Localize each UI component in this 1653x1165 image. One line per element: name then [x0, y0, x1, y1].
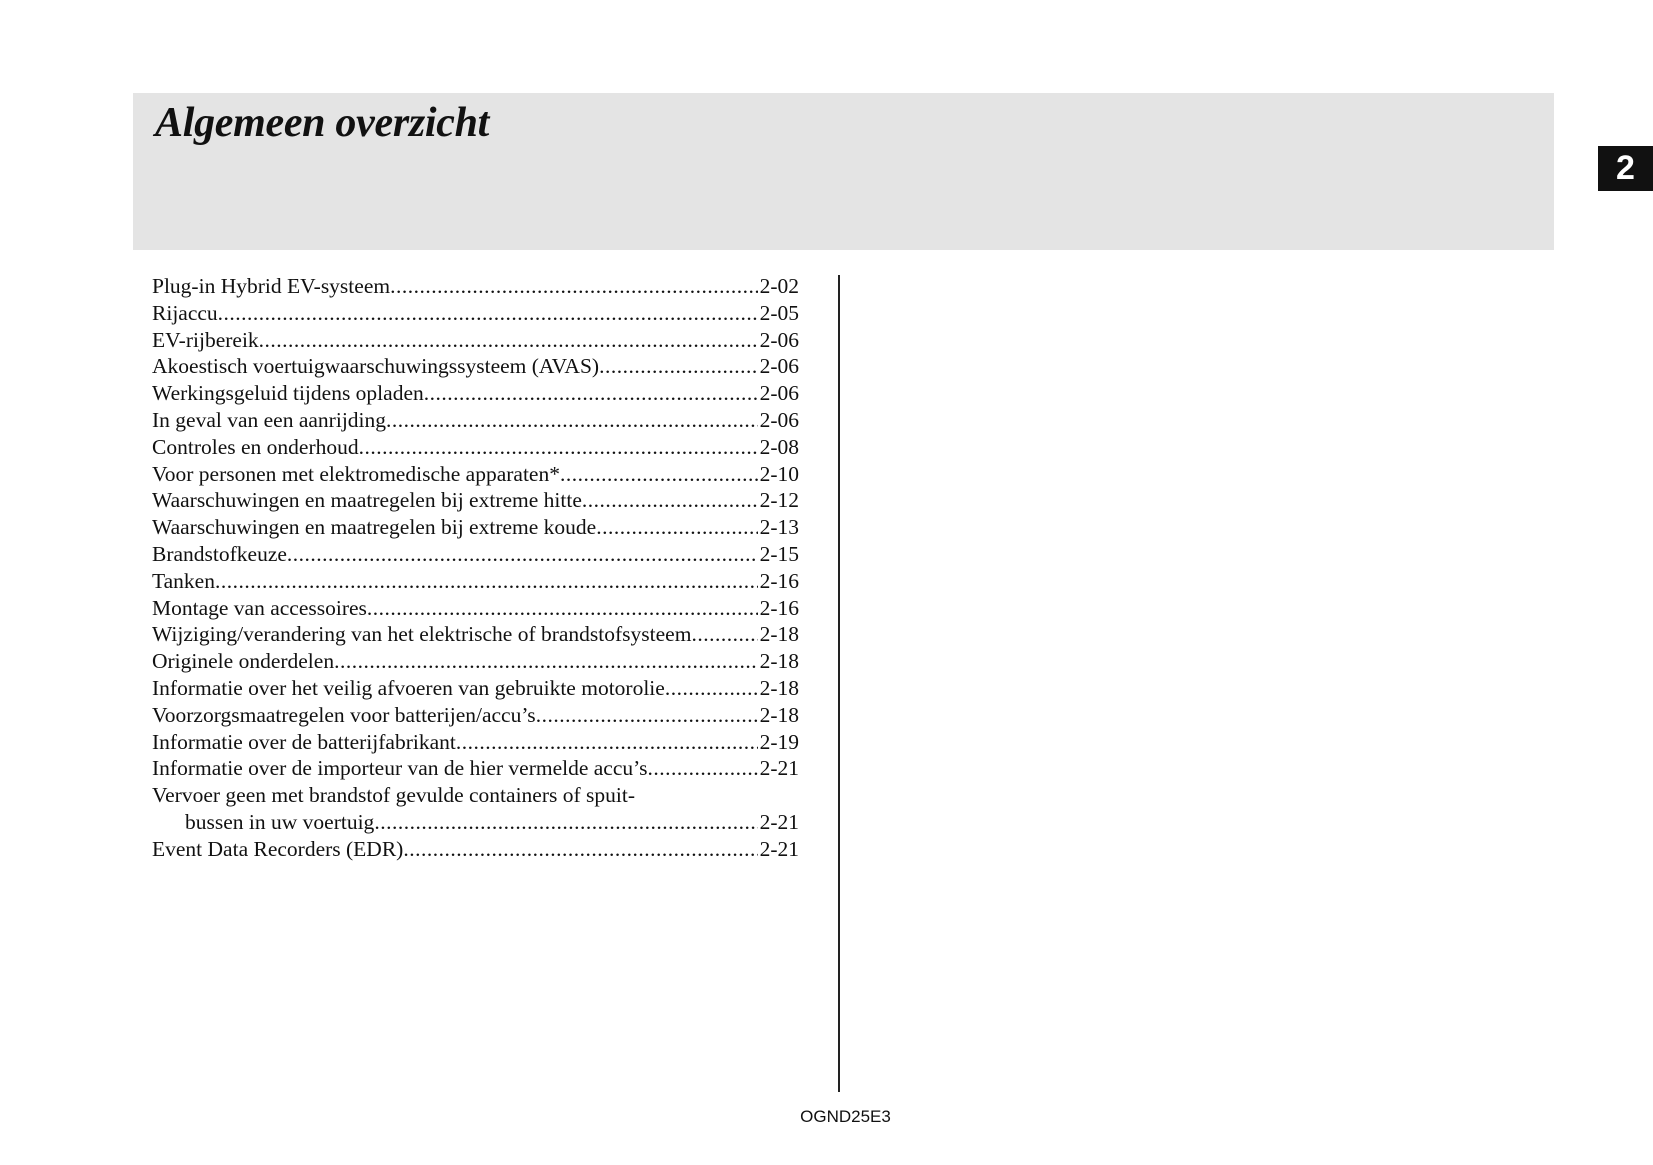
toc-entry[interactable]: Wijziging/verandering van het elektrisch… [152, 621, 799, 648]
dot-leader [259, 327, 758, 354]
toc-entry[interactable]: Waarschuwingen en maatregelen bij extrem… [152, 487, 799, 514]
toc-entry-page: 2-06 [759, 354, 799, 379]
dot-leader [367, 595, 758, 622]
toc-entry[interactable]: Werkingsgeluid tijdens opladen 2-06 [152, 380, 799, 407]
toc-entry[interactable]: Voorzorgsmaatregelen voor batterijen/acc… [152, 702, 799, 729]
toc-entry-title: Plug-in Hybrid EV-systeem [152, 274, 391, 298]
dot-leader [403, 836, 757, 863]
chapter-header-band: Algemeen overzicht [133, 93, 1554, 250]
toc-entry[interactable]: Informatie over de batterijfabrikant 2-19 [152, 729, 799, 756]
dot-leader [424, 380, 758, 407]
toc-entry-title: bussen in uw voertuig [185, 809, 375, 834]
toc-entry-title: Voorzorgsmaatregelen voor batterijen/acc… [152, 702, 536, 727]
toc-entry-page: 2-21 [759, 756, 799, 781]
toc-entry-title: Rijaccu [152, 300, 218, 325]
toc-entry-title: Informatie over het veilig afvoeren van … [152, 675, 665, 700]
toc-entry[interactable]: Informatie over de importeur van de hier… [152, 755, 799, 782]
toc-entry-title: Originele onderdelen [152, 649, 335, 674]
toc-entry-page: 2-18 [759, 702, 799, 727]
toc-entry-page: 2-10 [759, 461, 799, 486]
toc-entry-title: Tanken [152, 568, 215, 593]
dot-leader [386, 407, 758, 434]
toc-entry[interactable]: Voor personen met elektromedische appara… [152, 461, 799, 488]
toc-entry[interactable]: Originele onderdelen 2-18 [152, 648, 799, 675]
toc-entry-page: 2-16 [759, 568, 799, 593]
dot-leader [218, 300, 758, 327]
footer-code: OGND25E3 [800, 1107, 891, 1126]
toc-entry[interactable]: EV-rijbereik 2-06 [152, 327, 799, 354]
toc-entry[interactable]: Tanken 2-16 [152, 568, 799, 595]
toc-entry[interactable]: Informatie over het veilig afvoeren van … [152, 675, 799, 702]
toc-entry-page: 2-08 [759, 434, 799, 459]
toc-entry-page: 2-05 [759, 300, 799, 325]
toc-entry-page: 2-15 [759, 541, 799, 566]
toc-entry-title: Akoestisch voertuigwaarschuwingssysteem … [152, 354, 600, 379]
toc-entry-title: Event Data Recorders (EDR) [152, 836, 404, 861]
toc-entry-title: EV-rijbereik [152, 327, 259, 352]
toc-entry-page: 2-21 [759, 836, 799, 861]
toc-entry[interactable]: bussen in uw voertuig 2-21 [152, 809, 799, 836]
toc-entry-page: 2-02 [759, 274, 799, 298]
toc-entry-page: 2-18 [759, 622, 799, 647]
toc-entry[interactable]: Brandstofkeuze 2-15 [152, 541, 799, 568]
toc-entry-title: Informatie over de importeur van de hier… [152, 756, 648, 781]
page-title: Algemeen overzicht [155, 100, 490, 146]
dot-leader [536, 702, 758, 729]
toc-entry-page: 2-21 [759, 809, 799, 834]
dot-leader [215, 568, 758, 595]
toc-entry-title: Montage van accessoires [152, 595, 367, 620]
dot-leader [374, 809, 757, 836]
toc-entry-page: 2-18 [759, 675, 799, 700]
toc-entry-title: In geval van een aanrijding [152, 407, 387, 432]
dot-leader [691, 621, 757, 648]
column-divider [838, 275, 840, 1092]
toc-entry-title: Waarschuwingen en maatregelen bij extrem… [152, 488, 582, 513]
toc-entry-page: 2-13 [759, 515, 799, 540]
toc-entry[interactable]: Rijaccu 2-05 [152, 300, 799, 327]
dot-leader [287, 541, 758, 568]
dot-leader [359, 434, 758, 461]
table-of-contents: Plug-in Hybrid EV-systeem 2-02 Rijaccu 2-05… [152, 273, 799, 863]
toc-entry[interactable]: Plug-in Hybrid EV-systeem 2-02 [152, 273, 799, 300]
toc-entry[interactable]: Waarschuwingen en maatregelen bij extrem… [152, 514, 799, 541]
toc-entry-page: 2-16 [759, 595, 799, 620]
toc-entry-title: Controles en onderhoud [152, 434, 359, 459]
toc-entry[interactable]: Vervoer geen met brandstof gevulde conta… [152, 782, 799, 809]
dot-leader [599, 353, 758, 380]
toc-entry-page: 2-06 [759, 407, 799, 432]
dot-leader [582, 487, 758, 514]
toc-entry-title: Werkingsgeluid tijdens opladen [152, 381, 424, 406]
toc-entry[interactable]: Montage van accessoires 2-16 [152, 595, 799, 622]
chapter-tab: 2 [1598, 146, 1653, 191]
toc-entry-title: Vervoer geen met brandstof gevulde conta… [152, 783, 635, 808]
dot-leader [334, 648, 758, 675]
dot-leader [390, 273, 757, 300]
dot-leader [647, 755, 757, 782]
toc-entry-page: 2-06 [759, 327, 799, 352]
toc-entry-title: Informatie over de batterijfabrikant [152, 729, 456, 754]
toc-entry[interactable]: Event Data Recorders (EDR) 2-21 [152, 836, 799, 863]
toc-entry[interactable]: Controles en onderhoud 2-08 [152, 434, 799, 461]
toc-entry-title: Waarschuwingen en maatregelen bij extrem… [152, 515, 597, 540]
dot-leader [456, 729, 758, 756]
toc-entry-page: 2-06 [759, 381, 799, 406]
toc-entry[interactable]: In geval van een aanrijding 2-06 [152, 407, 799, 434]
toc-entry-page: 2-12 [759, 488, 799, 513]
dot-leader [665, 675, 758, 702]
toc-entry-title: Wijziging/verandering van het elektrisch… [152, 622, 692, 647]
toc-entry-title: Brandstofkeuze [152, 541, 287, 566]
dot-leader [596, 514, 757, 541]
toc-entry-title: Voor personen met elektromedische appara… [152, 461, 560, 486]
toc-entry-page: 2-18 [759, 649, 799, 674]
toc-entry[interactable]: Akoestisch voertuigwaarschuwingssysteem … [152, 353, 799, 380]
toc-entry-page: 2-19 [759, 729, 799, 754]
dot-leader [560, 461, 758, 488]
